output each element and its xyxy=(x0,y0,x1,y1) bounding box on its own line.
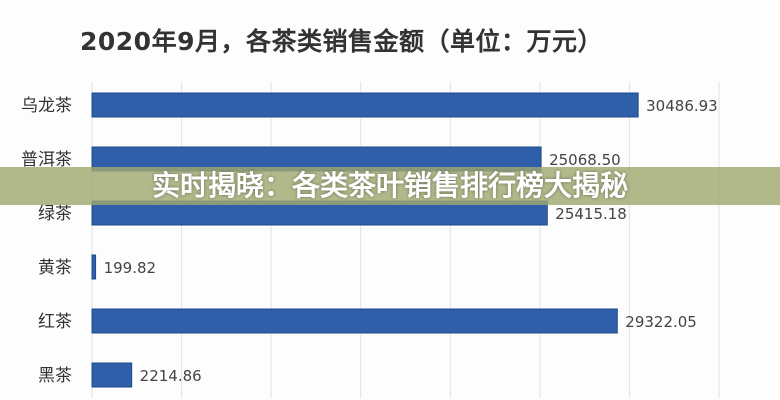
category-label: 黑茶 xyxy=(38,366,72,386)
bar xyxy=(91,362,133,388)
bar xyxy=(91,200,548,226)
bar xyxy=(91,254,97,280)
value-label: 199.82 xyxy=(104,259,157,277)
overlay-banner xyxy=(0,167,780,205)
bar xyxy=(91,92,639,118)
category-label: 红茶 xyxy=(38,312,72,332)
category-label: 黄茶 xyxy=(38,258,72,278)
bar xyxy=(91,308,618,334)
value-label: 2214.86 xyxy=(140,367,202,385)
category-label: 普洱茶 xyxy=(21,150,72,170)
category-label: 绿茶 xyxy=(38,204,72,224)
banner-text: 实时揭晓：各类茶叶销售排行榜大揭秘 xyxy=(151,169,628,202)
value-label: 25415.18 xyxy=(555,205,627,223)
category-label: 乌龙茶 xyxy=(21,96,72,116)
value-label: 30486.93 xyxy=(646,97,718,115)
value-label: 25068.50 xyxy=(549,151,621,169)
chart-title: 2020年9月，各茶类销售金额（单位：万元） xyxy=(80,27,603,56)
value-label: 29322.05 xyxy=(625,313,697,331)
